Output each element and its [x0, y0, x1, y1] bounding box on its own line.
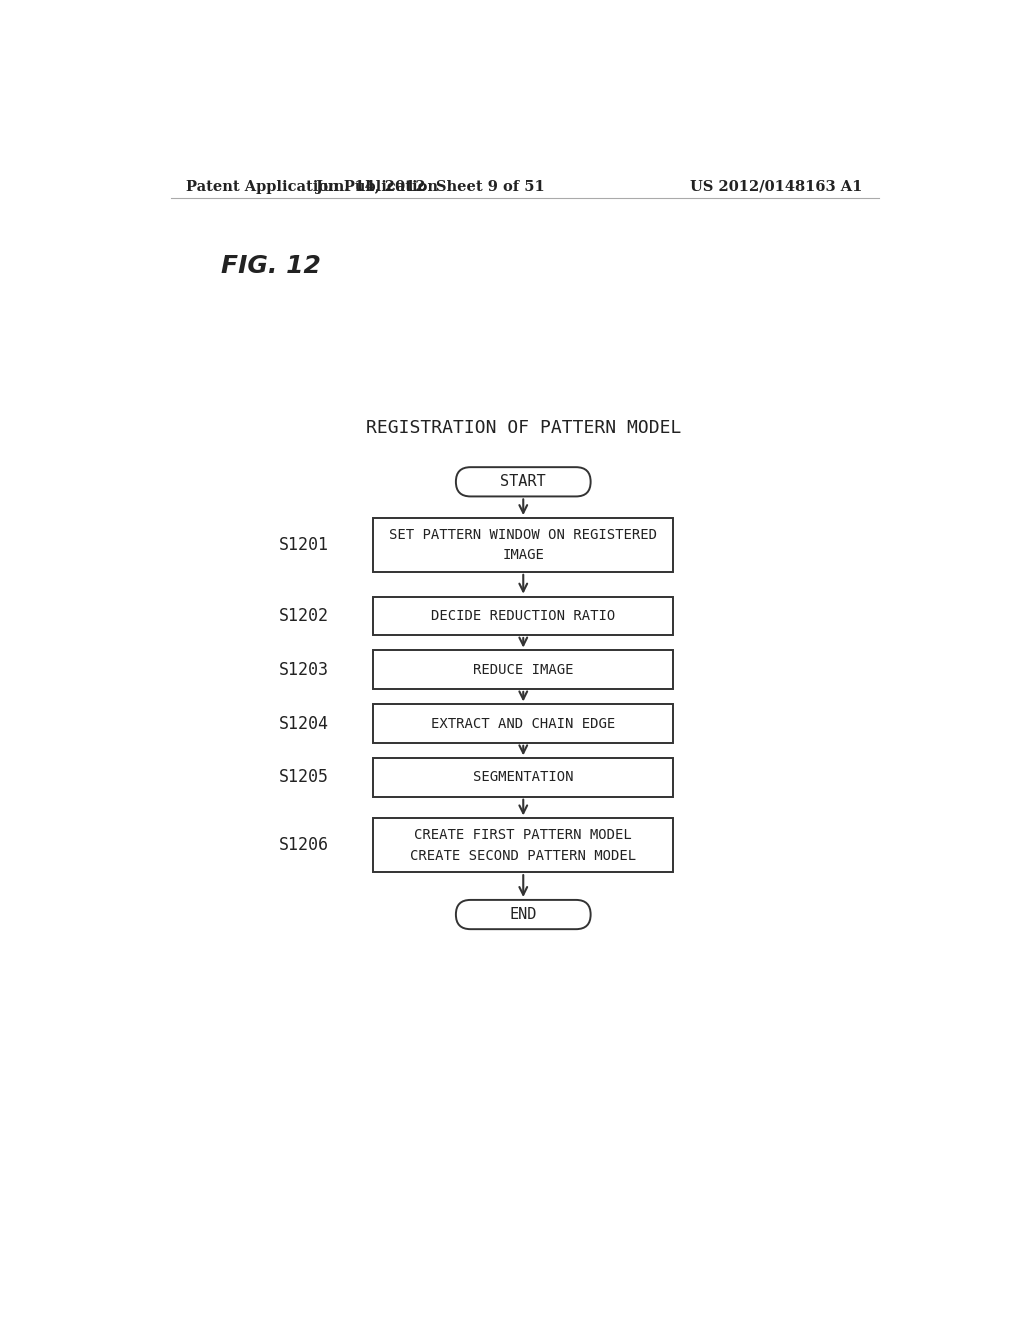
FancyBboxPatch shape — [373, 818, 674, 873]
Text: US 2012/0148163 A1: US 2012/0148163 A1 — [690, 180, 862, 194]
Text: REDUCE IMAGE: REDUCE IMAGE — [473, 663, 573, 677]
Text: EXTRACT AND CHAIN EDGE: EXTRACT AND CHAIN EDGE — [431, 717, 615, 730]
FancyBboxPatch shape — [456, 900, 591, 929]
FancyBboxPatch shape — [373, 651, 674, 689]
Text: S1203: S1203 — [280, 661, 330, 678]
Text: S1201: S1201 — [280, 536, 330, 554]
Text: Patent Application Publication: Patent Application Publication — [186, 180, 438, 194]
Text: FIG. 12: FIG. 12 — [221, 255, 322, 279]
Text: END: END — [510, 907, 537, 923]
FancyBboxPatch shape — [373, 597, 674, 635]
Text: S1202: S1202 — [280, 607, 330, 624]
Text: CREATE FIRST PATTERN MODEL
CREATE SECOND PATTERN MODEL: CREATE FIRST PATTERN MODEL CREATE SECOND… — [411, 828, 636, 862]
Text: SET PATTERN WINDOW ON REGISTERED
IMAGE: SET PATTERN WINDOW ON REGISTERED IMAGE — [389, 528, 657, 562]
Text: S1205: S1205 — [280, 768, 330, 787]
Text: SEGMENTATION: SEGMENTATION — [473, 771, 573, 784]
FancyBboxPatch shape — [373, 705, 674, 743]
Text: S1206: S1206 — [280, 837, 330, 854]
Text: DECIDE REDUCTION RATIO: DECIDE REDUCTION RATIO — [431, 609, 615, 623]
FancyBboxPatch shape — [456, 467, 591, 496]
FancyBboxPatch shape — [373, 758, 674, 797]
FancyBboxPatch shape — [373, 517, 674, 572]
Text: Jun. 14, 2012  Sheet 9 of 51: Jun. 14, 2012 Sheet 9 of 51 — [316, 180, 545, 194]
Text: S1204: S1204 — [280, 714, 330, 733]
Text: START: START — [501, 474, 546, 490]
Text: REGISTRATION OF PATTERN MODEL: REGISTRATION OF PATTERN MODEL — [366, 418, 681, 437]
